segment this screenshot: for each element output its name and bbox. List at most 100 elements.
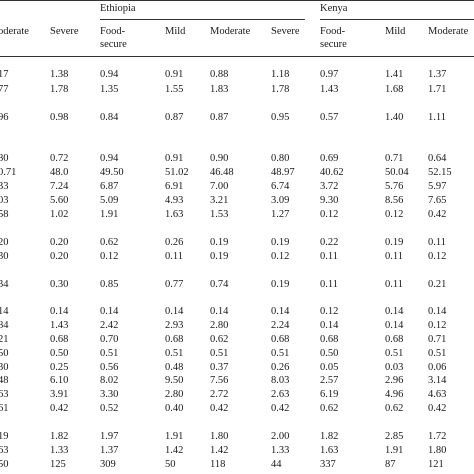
table-cell: 3.30 bbox=[100, 389, 119, 400]
table-cell: 63 bbox=[0, 389, 9, 400]
table-cell: 0.97 bbox=[320, 69, 339, 80]
table-cell: 50 bbox=[0, 348, 9, 359]
table-cell: 4.93 bbox=[165, 195, 184, 206]
table-cell: 0.12 bbox=[428, 320, 447, 331]
table-cell: 0.19 bbox=[271, 237, 290, 248]
table-cell: 2.85 bbox=[385, 431, 404, 442]
table-cell: 0.68 bbox=[165, 334, 184, 345]
table-cell: 1.68 bbox=[385, 84, 404, 95]
table-cell: 0.84 bbox=[100, 112, 119, 123]
table-cell: 0.11 bbox=[165, 251, 183, 262]
top-rule bbox=[0, 0, 474, 1]
table-cell: 0.22 bbox=[320, 237, 339, 248]
table-cell: 0.26 bbox=[271, 362, 290, 373]
table-cell: 40.62 bbox=[320, 167, 344, 178]
table-cell: 30 bbox=[0, 251, 9, 262]
table-cell: 0.57 bbox=[320, 112, 339, 123]
table-cell: 34 bbox=[0, 279, 9, 290]
column-header: Moderate bbox=[210, 26, 251, 37]
table-cell: 1.43 bbox=[50, 320, 69, 331]
table-cell: 0.12 bbox=[320, 209, 339, 220]
table-cell: 52.15 bbox=[428, 167, 452, 178]
table-cell: 0.14 bbox=[428, 306, 447, 317]
table-cell: 1.18 bbox=[271, 69, 290, 80]
table-cell: 1.02 bbox=[50, 209, 69, 220]
table-cell: 0.42 bbox=[271, 403, 290, 414]
column-header: Severe bbox=[271, 26, 300, 37]
column-header: secure bbox=[320, 39, 347, 50]
table-cell: 50 bbox=[0, 459, 9, 470]
table-cell: 0.37 bbox=[210, 362, 229, 373]
table-cell: 0.62 bbox=[320, 403, 339, 414]
table-cell: 0.88 bbox=[210, 69, 229, 80]
table-cell: 1.97 bbox=[100, 431, 119, 442]
column-header: Food- bbox=[320, 26, 346, 37]
table-cell: 0.98 bbox=[50, 112, 69, 123]
table-cell: 61 bbox=[0, 403, 9, 414]
table-cell: 125 bbox=[50, 459, 66, 470]
table-cell: 1.27 bbox=[271, 209, 290, 220]
table-cell: 0.51 bbox=[210, 348, 229, 359]
table-cell: 0.50 bbox=[320, 348, 339, 359]
table-cell: 0.14 bbox=[50, 306, 69, 317]
table-cell: 5.60 bbox=[50, 195, 69, 206]
table-cell: 0.20 bbox=[50, 237, 69, 248]
table-cell: 03 bbox=[0, 195, 9, 206]
group-rule-ethiopia bbox=[100, 19, 305, 20]
table-cell: 2.96 bbox=[385, 375, 404, 386]
table-cell: 0.14 bbox=[385, 320, 404, 331]
table-cell: 0.91 bbox=[165, 153, 184, 164]
table-cell: 0.87 bbox=[165, 112, 184, 123]
table-cell: 6.10 bbox=[50, 375, 69, 386]
column-header: Mild bbox=[385, 26, 406, 37]
table-cell: 0.19 bbox=[210, 251, 229, 262]
table-cell: 1.78 bbox=[50, 84, 69, 95]
table-cell: 0.51 bbox=[100, 348, 119, 359]
table-cell: 0.69 bbox=[320, 153, 339, 164]
table-cell: 0.62 bbox=[385, 403, 404, 414]
table-cell: 1.40 bbox=[385, 112, 404, 123]
table-cell: 0.14 bbox=[271, 306, 290, 317]
table-cell: 0.51 bbox=[428, 348, 447, 359]
table-cell: 1.35 bbox=[100, 84, 119, 95]
table-cell: 1.72 bbox=[428, 431, 447, 442]
table-cell: 0.14 bbox=[385, 306, 404, 317]
table-cell: 3.14 bbox=[428, 375, 447, 386]
table-cell: 80 bbox=[0, 153, 9, 164]
table-cell: 2.24 bbox=[271, 320, 290, 331]
table-cell: 1.91 bbox=[385, 445, 404, 456]
table-cell: 0.62 bbox=[100, 237, 119, 248]
table-cell: 48.97 bbox=[271, 167, 295, 178]
table-cell: 0.42 bbox=[210, 403, 229, 414]
table-cell: 7.24 bbox=[50, 181, 69, 192]
table-cell: 77 bbox=[0, 84, 9, 95]
table-cell: 0.68 bbox=[385, 334, 404, 345]
table-cell: 0.20 bbox=[50, 251, 69, 262]
table-cell: 0.30 bbox=[50, 279, 69, 290]
table-cell: 121 bbox=[428, 459, 444, 470]
table-cell: 1.33 bbox=[50, 445, 69, 456]
table-cell: 0.11 bbox=[428, 237, 446, 248]
table-cell: 0.51 bbox=[165, 348, 184, 359]
table-cell: 0.19 bbox=[271, 279, 290, 290]
table-cell: 5.09 bbox=[100, 195, 119, 206]
table-cell: 0.12 bbox=[271, 251, 290, 262]
table-cell: 44 bbox=[271, 459, 282, 470]
table-cell: 6.91 bbox=[165, 181, 184, 192]
table-cell: 0.40 bbox=[165, 403, 184, 414]
table-cell: 49.50 bbox=[100, 167, 124, 178]
table-cell: 0.14 bbox=[100, 306, 119, 317]
table-cell: 51.02 bbox=[165, 167, 189, 178]
table-cell: 0.91 bbox=[165, 69, 184, 80]
table-cell: 1.38 bbox=[50, 69, 69, 80]
table-cell: 0.12 bbox=[385, 209, 404, 220]
table-cell: 1.71 bbox=[428, 84, 447, 95]
table-cell: 1.80 bbox=[210, 431, 229, 442]
table-cell: 3.91 bbox=[50, 389, 69, 400]
group-label-ethiopia: Ethiopia bbox=[100, 3, 136, 14]
table-cell: 1.63 bbox=[165, 209, 184, 220]
table-cell: 0.14 bbox=[210, 306, 229, 317]
table-cell: 0.85 bbox=[100, 279, 119, 290]
table-cell: 0.71 bbox=[428, 334, 447, 345]
table-cell: 0.52 bbox=[100, 403, 119, 414]
